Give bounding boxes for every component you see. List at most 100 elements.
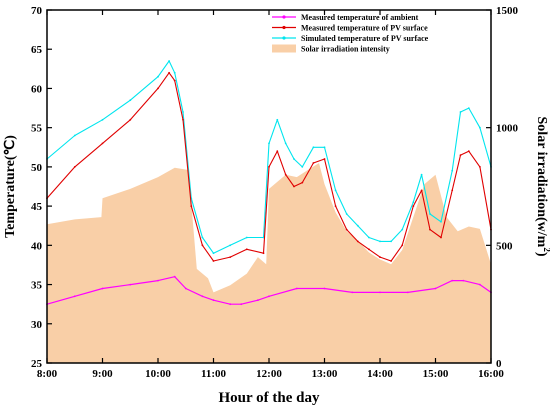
pv-measured-temperature-point: [284, 173, 287, 176]
pv-measured-temperature-point: [268, 166, 270, 168]
pv-simulated-temperature-point: [420, 173, 423, 176]
pv-measured-temperature-point: [190, 205, 193, 208]
pv-measured-temperature-point: [451, 189, 454, 192]
ambient-temperature-point: [451, 279, 454, 282]
pv-measured-temperature-point: [229, 256, 232, 258]
ambient-temperature-point: [240, 303, 243, 306]
pv-measured-temperature-point: [157, 87, 159, 90]
pv-measured-temperature-point: [479, 166, 481, 168]
pv-simulated-temperature-point: [73, 134, 76, 137]
pv-simulated-temperature-point: [245, 236, 248, 239]
pv-simulated-temperature-point: [440, 220, 442, 223]
ambient-temperature-point: [351, 291, 354, 294]
y-left-tick-label: 40: [31, 240, 43, 252]
pv-measured-temperature-point: [379, 256, 381, 258]
pv-measured-temperature-point: [368, 248, 370, 251]
pv-simulated-temperature-point: [323, 146, 326, 149]
ambient-temperature-point: [462, 279, 465, 282]
ambient-temperature-point: [201, 295, 204, 298]
pv-simulated-temperature-point: [129, 99, 132, 102]
pv-simulated-temperature-point: [268, 142, 270, 145]
temperature-lines-layer: [46, 60, 492, 306]
ambient-temperature-point: [257, 299, 259, 302]
pv-simulated-temperature-point: [379, 240, 381, 243]
pv-measured-temperature-point: [356, 240, 359, 243]
x-tick-label: 14:00: [367, 368, 393, 380]
pv-measured-temperature-point: [429, 228, 431, 231]
pv-measured-temperature-point: [345, 228, 348, 231]
x-tick-label: 12:00: [256, 368, 282, 380]
ambient-temperature-point: [73, 295, 76, 298]
ambient-temperature-point: [479, 283, 481, 286]
pv-measured-temperature-point: [201, 244, 204, 247]
y-axis-right-title-superscript: 2: [542, 247, 550, 252]
y-left-tick-label: 55: [31, 123, 43, 135]
ambient-temperature-point: [295, 287, 298, 290]
pv-simulated-temperature-point: [334, 189, 337, 192]
irradiation-area-layer: [47, 163, 491, 363]
pv-simulated-temperature-point: [157, 75, 159, 78]
pv-measured-temperature-point: [168, 71, 171, 74]
pv-measured-temperature-point: [301, 181, 304, 184]
y-right-tick-label: 0: [496, 358, 502, 370]
ambient-temperature-point: [173, 275, 176, 278]
pv-simulated-temperature-point: [401, 228, 404, 231]
pv-measured-temperature-point: [245, 248, 248, 251]
pv-measured-temperature-point: [293, 185, 295, 188]
legend-marker: [282, 36, 286, 40]
pv-simulated-temperature-point: [212, 252, 215, 255]
ambient-temperature-point: [129, 283, 132, 286]
pv-measured-temperature-point: [334, 205, 337, 208]
y-axis-right-title: Solar irradiation(w/m2): [534, 117, 550, 257]
ambient-temperature-point: [323, 287, 326, 290]
y-axis-right-title-end: ): [534, 252, 549, 257]
ambient-temperature-point: [157, 279, 159, 282]
pv-simulated-temperature-point: [276, 118, 279, 121]
pv-measured-temperature-point: [467, 150, 470, 153]
y-left-tick-label: 50: [31, 162, 43, 174]
pv-simulated-temperature-point: [467, 107, 470, 109]
pv-simulated-temperature-point: [345, 213, 348, 215]
y-right-tick-label: 500: [496, 240, 513, 252]
pv-measured-temperature-point: [459, 154, 462, 157]
pv-measured-temperature-point: [390, 260, 392, 262]
y-right-tick-label: 1500: [496, 5, 519, 17]
y-left-tick-label: 25: [31, 358, 43, 370]
x-axis-title: Hour of the day: [219, 390, 320, 406]
pv-simulated-temperature-point: [479, 126, 481, 129]
pv-measured-temperature-point: [182, 118, 184, 121]
x-tick-label: 8:00: [37, 368, 58, 380]
axis-ticks-layer: 8:00 9:00 10:00 11:00 12:00 13:00 14:00 15:00 16…: [31, 5, 519, 380]
pv-simulated-temperature-point: [201, 236, 204, 239]
x-tick-label: 13:00: [312, 368, 338, 380]
pv-simulated-temperature-point: [293, 158, 295, 160]
pv-measured-temperature-point: [420, 189, 423, 192]
legend: Measured temperature of ambient Measured …: [272, 13, 429, 54]
pv-simulated-temperature-point: [101, 118, 104, 121]
pv-measured-temperature-point: [440, 236, 442, 239]
pv-simulated-temperature-point: [229, 244, 232, 247]
ambient-temperature-point: [434, 287, 437, 290]
x-tick-label: 15:00: [423, 368, 449, 380]
pv-measured-temperature-point: [212, 260, 215, 262]
pv-simulated-temperature-point: [284, 142, 287, 145]
pv-measured-temperature-point: [173, 79, 176, 82]
pv-measured-temperature-point: [73, 166, 76, 168]
pv-measured-temperature-point: [276, 150, 279, 153]
pv-simulated-temperature-point: [368, 236, 370, 239]
y-left-tick-label: 60: [31, 83, 43, 95]
ambient-temperature-point: [406, 291, 409, 294]
y-left-tick-label: 35: [31, 280, 43, 292]
pv-simulated-temperature-point: [312, 146, 315, 149]
legend-label: Measured temperature of ambient: [301, 13, 419, 22]
ambient-temperature-point: [212, 299, 215, 302]
x-tick-label: 9:00: [92, 368, 113, 380]
pv-measured-temperature-point: [412, 205, 415, 208]
pv-measured-temperature-point: [312, 162, 315, 164]
x-tick-label: 16:00: [478, 368, 504, 380]
y-left-tick-label: 45: [31, 201, 43, 213]
pv-simulated-temperature-point: [429, 213, 431, 215]
solar-irradiation-area: [47, 163, 491, 363]
legend-label: Solar irradiation intensity: [301, 45, 390, 54]
